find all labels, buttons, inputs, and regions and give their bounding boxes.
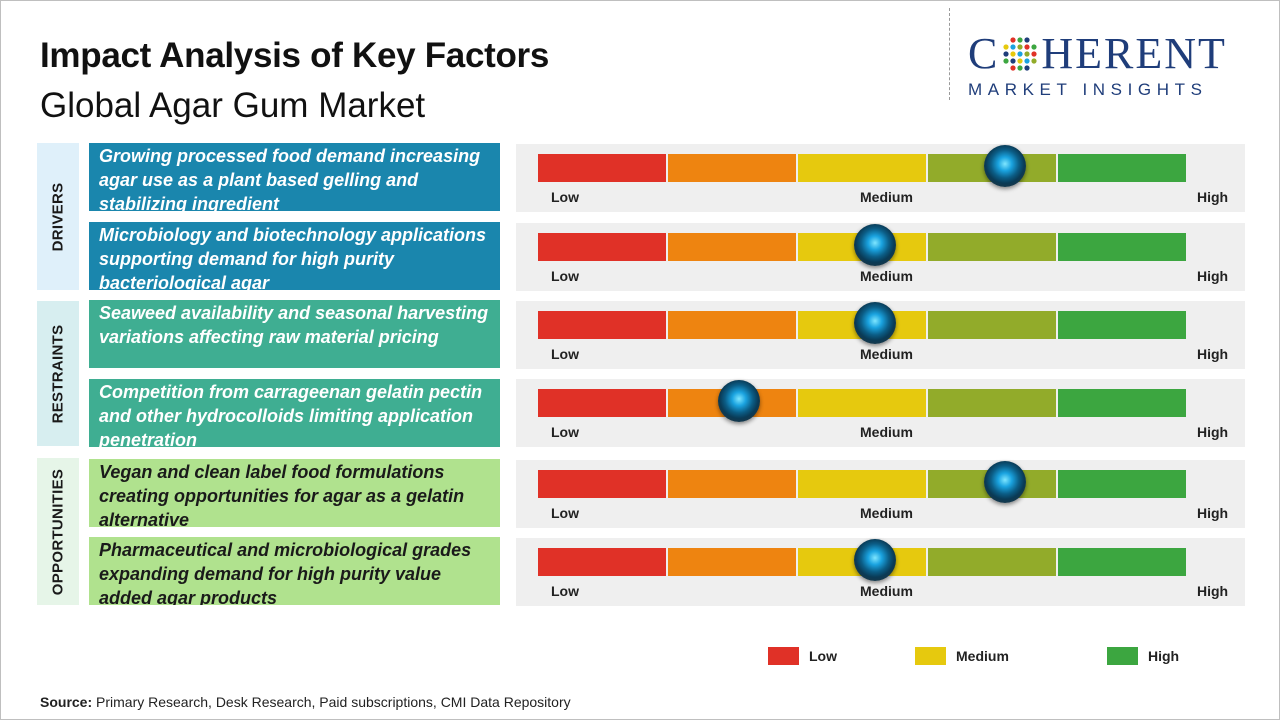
scale-high-label: High: [1197, 189, 1229, 205]
legend-swatch: [915, 647, 946, 665]
source-text: Primary Research, Desk Research, Paid su…: [92, 694, 571, 710]
source-prefix: Source:: [40, 694, 93, 710]
scale-high-label: High: [1197, 583, 1229, 599]
scale-high-label: High: [1197, 505, 1229, 521]
impact-track: Low Medium High: [516, 144, 1245, 212]
factor-text: Vegan and clean label food formulations …: [89, 459, 500, 527]
legend-label: Low: [809, 648, 837, 664]
impact-segment: [798, 154, 926, 182]
source-note: Source: Primary Research, Desk Research,…: [40, 694, 571, 710]
impact-track: Low Medium High: [516, 538, 1245, 606]
scale-low-label: Low: [551, 583, 579, 599]
impact-track: Low Medium High: [516, 301, 1245, 369]
impact-segment: [668, 154, 796, 182]
logo-wordmark: C HERENT: [968, 32, 1263, 76]
scale-low-label: Low: [551, 346, 579, 362]
impact-segment: [928, 311, 1056, 339]
impact-indicator-knob: [853, 539, 896, 581]
impact-segment: [538, 233, 666, 261]
scale-medium-label: Medium: [860, 505, 913, 521]
impact-segment: [1058, 154, 1186, 182]
impact-indicator-knob: [983, 461, 1026, 503]
impact-segment: [538, 470, 666, 498]
company-logo: C HERENT MARKET INSIGHTS: [968, 32, 1263, 100]
impact-segment: [928, 548, 1056, 576]
legend-swatch: [768, 647, 799, 665]
logo-globe-icon: [1003, 37, 1037, 71]
impact-segment: [668, 470, 796, 498]
impact-segment: [1058, 470, 1186, 498]
category-label: DRIVERS: [49, 182, 67, 251]
legend-label: Medium: [956, 648, 1009, 664]
impact-segment: [1058, 233, 1186, 261]
factor-text: Competition from carrageenan gelatin pec…: [89, 379, 500, 447]
factor-text: Pharmaceutical and microbiological grade…: [89, 537, 500, 605]
chart-subtitle: Global Agar Gum Market: [40, 86, 426, 125]
impact-segment: [538, 154, 666, 182]
impact-segment: [1058, 311, 1186, 339]
impact-segment: [1058, 548, 1186, 576]
scale-medium-label: Medium: [860, 583, 913, 599]
impact-indicator-knob: [717, 380, 760, 422]
impact-segment: [798, 470, 926, 498]
logo-tagline: MARKET INSIGHTS: [968, 80, 1208, 99]
scale-low-label: Low: [551, 505, 579, 521]
scale-high-label: High: [1197, 346, 1229, 362]
impact-track: Low Medium High: [516, 379, 1245, 447]
category-label: OPPORTUNITIES: [49, 468, 67, 595]
category-drivers: DRIVERS: [37, 143, 79, 290]
scale-low-label: Low: [551, 268, 579, 284]
scale-low-label: Low: [551, 189, 579, 205]
impact-indicator-knob: [853, 302, 896, 344]
scale-high-label: High: [1197, 424, 1229, 440]
impact-segment: [668, 548, 796, 576]
scale-medium-label: Medium: [860, 189, 913, 205]
factor-text: Seaweed availability and seasonal harves…: [89, 300, 500, 368]
impact-segment: [668, 311, 796, 339]
scale-low-label: Low: [551, 424, 579, 440]
logo-letters-herent: HERENT: [1041, 29, 1227, 78]
logo-divider: [949, 8, 950, 100]
category-restraints: RESTRAINTS: [37, 301, 79, 446]
impact-track: Low Medium High: [516, 223, 1245, 291]
category-opportunities: OPPORTUNITIES: [37, 458, 79, 605]
scale-medium-label: Medium: [860, 268, 913, 284]
impact-segment: [798, 389, 926, 417]
impact-segment: [1058, 389, 1186, 417]
impact-indicator-knob: [983, 145, 1026, 187]
impact-segment: [928, 233, 1056, 261]
legend-item-high: High: [1107, 647, 1179, 665]
legend-item-medium: Medium: [915, 647, 1009, 665]
scale-medium-label: Medium: [860, 346, 913, 362]
legend-item-low: Low: [768, 647, 837, 665]
scale-medium-label: Medium: [860, 424, 913, 440]
impact-segment: [538, 389, 666, 417]
impact-segment: [928, 389, 1056, 417]
category-label: RESTRAINTS: [49, 324, 67, 423]
legend-swatch: [1107, 647, 1138, 665]
factor-text: Microbiology and biotechnology applicati…: [89, 222, 500, 290]
impact-segment: [538, 311, 666, 339]
impact-track: Low Medium High: [516, 460, 1245, 528]
factor-text: Growing processed food demand increasing…: [89, 143, 500, 211]
impact-segment: [538, 548, 666, 576]
legend-label: High: [1148, 648, 1180, 664]
impact-indicator-knob: [853, 224, 896, 266]
scale-high-label: High: [1197, 268, 1229, 284]
chart-title: Impact Analysis of Key Factors: [40, 36, 550, 75]
impact-segment: [668, 233, 796, 261]
logo-letter-c: C: [968, 29, 1000, 78]
